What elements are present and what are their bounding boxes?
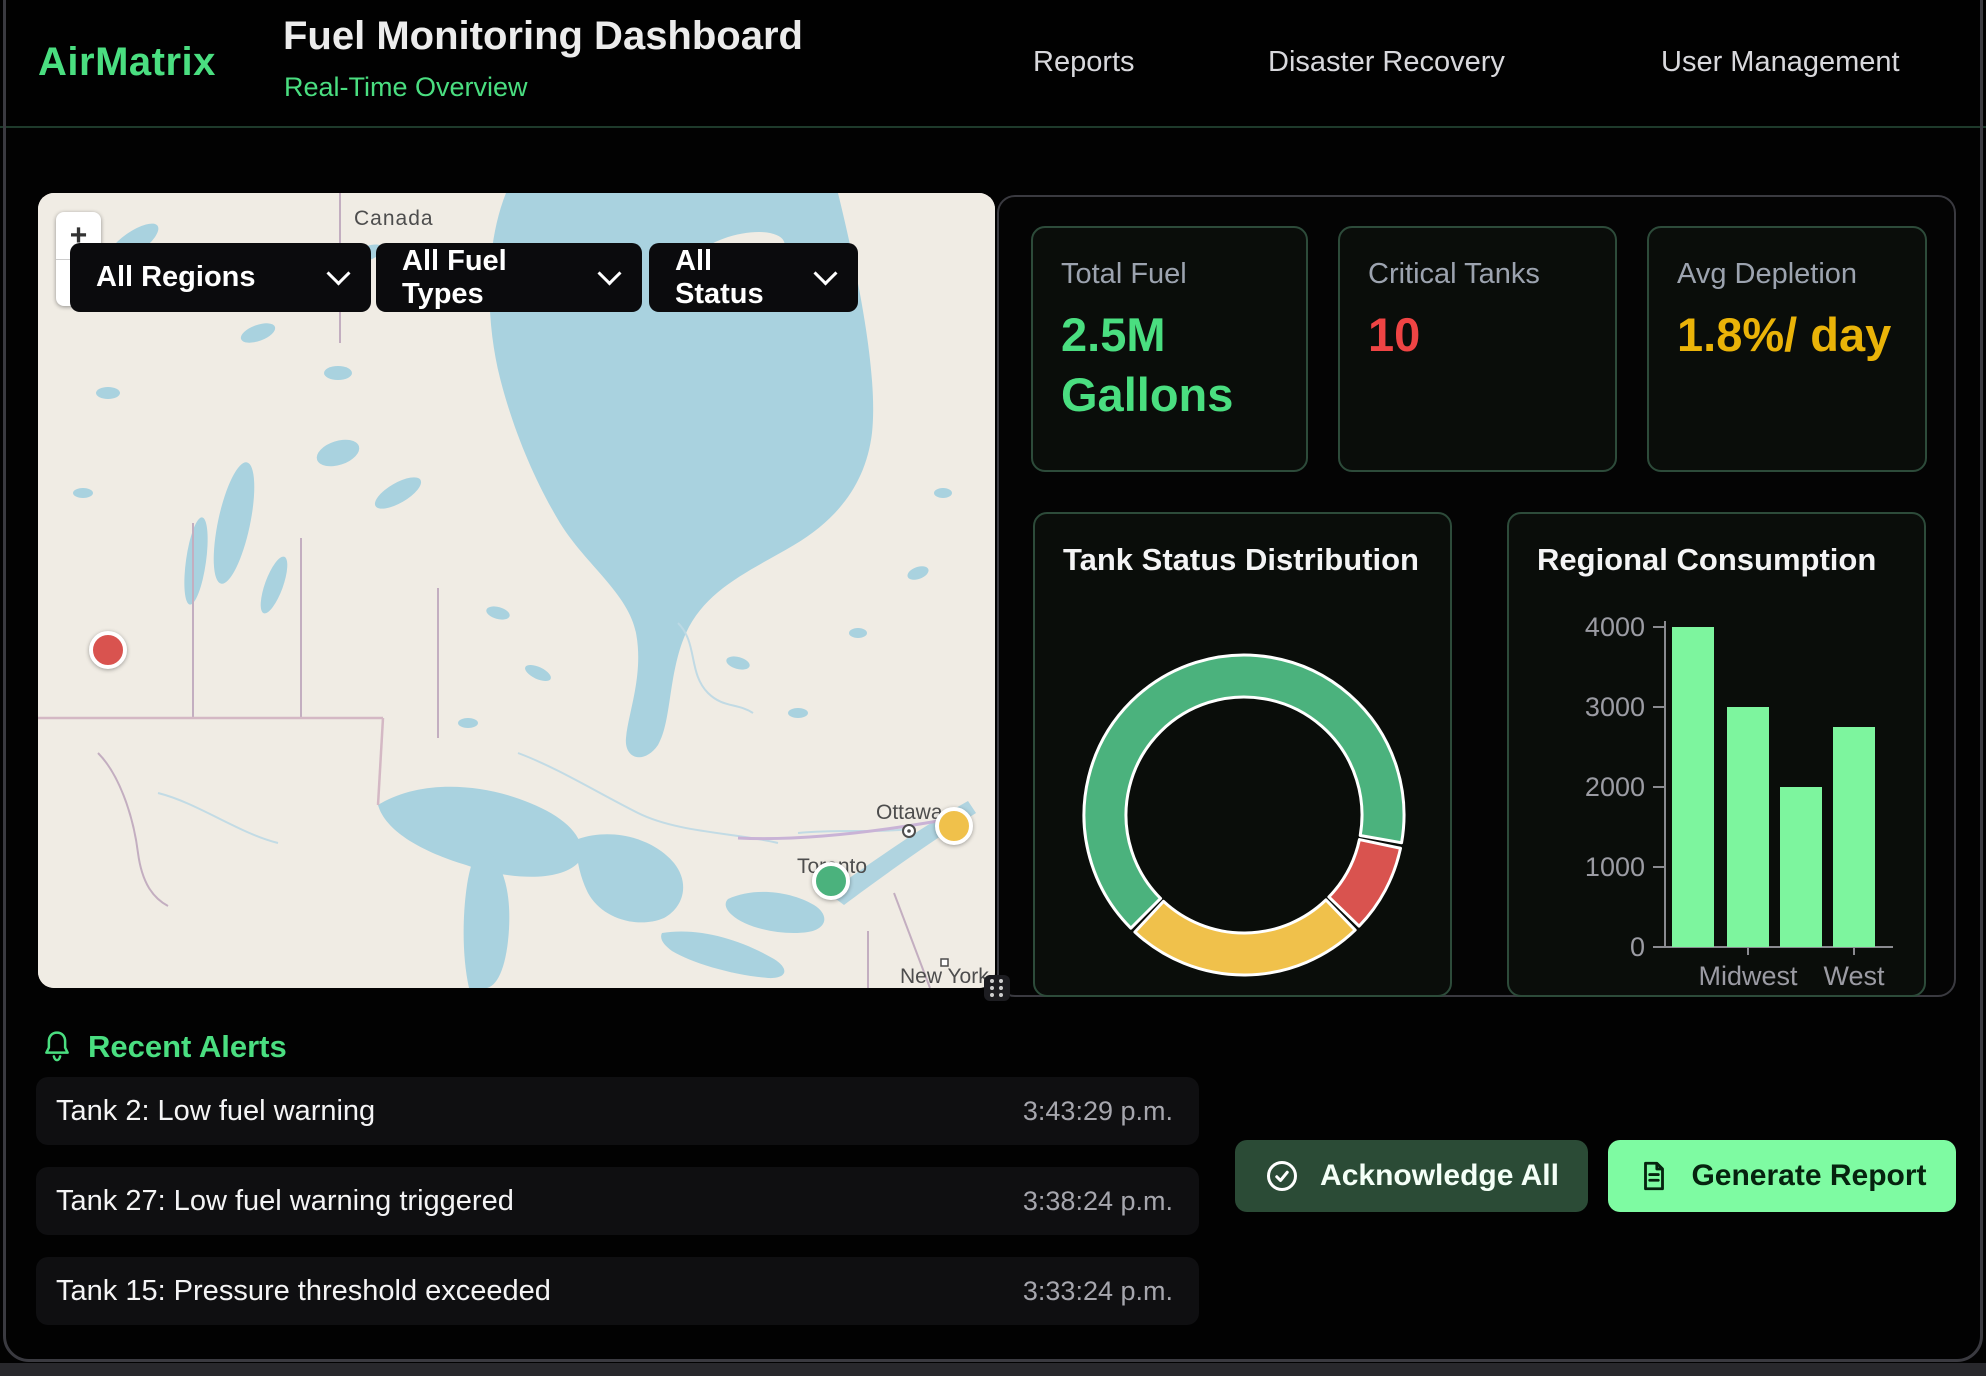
map-resize-handle[interactable]: [984, 975, 1010, 1001]
app-logo: AirMatrix: [38, 40, 216, 85]
bar-0[interactable]: [1672, 627, 1714, 947]
alert-row[interactable]: Tank 15: Pressure threshold exceeded 3:3…: [36, 1257, 1199, 1325]
map-label-newyork: New York: [900, 965, 989, 988]
tank-marker-critical[interactable]: [89, 631, 127, 669]
svg-text:2000: 2000: [1585, 772, 1645, 802]
bar-2[interactable]: [1780, 787, 1822, 947]
bar-3[interactable]: [1833, 727, 1875, 947]
alert-time: 3:38:24 p.m.: [1023, 1186, 1173, 1217]
alert-row[interactable]: Tank 2: Low fuel warning 3:43:29 p.m.: [36, 1077, 1199, 1145]
generate-report-button[interactable]: Generate Report: [1608, 1140, 1956, 1212]
nav-item-user-management[interactable]: User Management: [1661, 46, 1900, 79]
bar-1[interactable]: [1727, 707, 1769, 947]
recent-alerts-header: Recent Alerts: [42, 1028, 287, 1066]
page-title: Fuel Monitoring Dashboard: [283, 14, 803, 59]
alert-time: 3:33:24 p.m.: [1023, 1276, 1173, 1307]
chevron-down-icon: [326, 261, 350, 285]
generate-report-label: Generate Report: [1691, 1159, 1926, 1193]
svg-text:1000: 1000: [1585, 852, 1645, 882]
acknowledge-all-button[interactable]: Acknowledge All: [1235, 1140, 1588, 1212]
donut-segment-warning[interactable]: [1135, 900, 1355, 975]
fuel-type-filter-dropdown[interactable]: All Fuel Types: [376, 243, 642, 312]
svg-text:4000: 4000: [1585, 612, 1645, 642]
tank-map[interactable]: Canada Ottawa Toronto New York: [38, 193, 995, 988]
bottom-scrollbar-strip[interactable]: [0, 1363, 1986, 1376]
stat-label: Avg Depletion: [1677, 258, 1897, 291]
nav-item-reports[interactable]: Reports: [1033, 46, 1135, 79]
stat-value: 10: [1368, 305, 1587, 365]
document-icon: [1637, 1159, 1671, 1193]
acknowledge-all-label: Acknowledge All: [1320, 1159, 1559, 1193]
alert-message: Tank 27: Low fuel warning triggered: [56, 1185, 514, 1218]
svg-text:3000: 3000: [1585, 692, 1645, 722]
map-label-ottawa: Ottawa: [876, 801, 943, 824]
stat-card-avg-depletion: Avg Depletion 1.8%/ day: [1647, 226, 1927, 472]
svg-text:West: West: [1823, 961, 1885, 991]
recent-alerts-title: Recent Alerts: [88, 1029, 287, 1065]
alert-row[interactable]: Tank 27: Low fuel warning triggered 3:38…: [36, 1167, 1199, 1235]
status-filter-dropdown[interactable]: All Status: [649, 243, 858, 312]
stat-value: 1.8%/ day: [1677, 305, 1897, 365]
page-subtitle: Real-Time Overview: [284, 72, 528, 103]
check-circle-icon: [1264, 1158, 1300, 1194]
region-filter-dropdown[interactable]: All Regions: [70, 243, 371, 312]
stat-card-critical-tanks: Critical Tanks 10: [1338, 226, 1617, 472]
header-bar: AirMatrix Fuel Monitoring Dashboard Real…: [0, 0, 1986, 128]
map-canvas: Canada Ottawa Toronto New York: [38, 193, 995, 988]
nav-item-disaster-recovery[interactable]: Disaster Recovery: [1268, 46, 1505, 79]
svg-text:0: 0: [1630, 932, 1645, 962]
stat-label: Total Fuel: [1061, 258, 1278, 291]
regional-consumption-chart-card: Regional Consumption 01000200030004000Mi…: [1507, 512, 1926, 997]
alert-message: Tank 15: Pressure threshold exceeded: [56, 1275, 551, 1308]
alert-message: Tank 2: Low fuel warning: [56, 1095, 375, 1128]
status-filter-value: All Status: [675, 245, 799, 311]
fuel-type-filter-value: All Fuel Types: [402, 245, 583, 311]
chevron-down-icon: [813, 261, 837, 285]
tank-marker-warning[interactable]: [935, 807, 973, 845]
tank-marker-normal[interactable]: [812, 862, 850, 900]
stat-label: Critical Tanks: [1368, 258, 1587, 291]
chevron-down-icon: [597, 261, 621, 285]
regional-consumption-bar-chart[interactable]: 0 1000 2000 3000 4000 Midwest West: [1509, 514, 1924, 995]
map-label-country: Canada: [354, 207, 434, 230]
bell-icon: [42, 1030, 72, 1064]
stat-card-total-fuel: Total Fuel 2.5M Gallons: [1031, 226, 1308, 472]
dashboard-root: AirMatrix Fuel Monitoring Dashboard Real…: [0, 0, 1986, 1376]
svg-text:Midwest: Midwest: [1698, 961, 1798, 991]
alert-time: 3:43:29 p.m.: [1023, 1096, 1173, 1127]
tank-status-donut-chart[interactable]: [1035, 514, 1450, 995]
stat-value: 2.5M Gallons: [1061, 305, 1278, 425]
tank-status-chart-card: Tank Status Distribution: [1033, 512, 1452, 997]
region-filter-value: All Regions: [96, 261, 256, 294]
ottawa-town-dot-center: [907, 829, 911, 833]
